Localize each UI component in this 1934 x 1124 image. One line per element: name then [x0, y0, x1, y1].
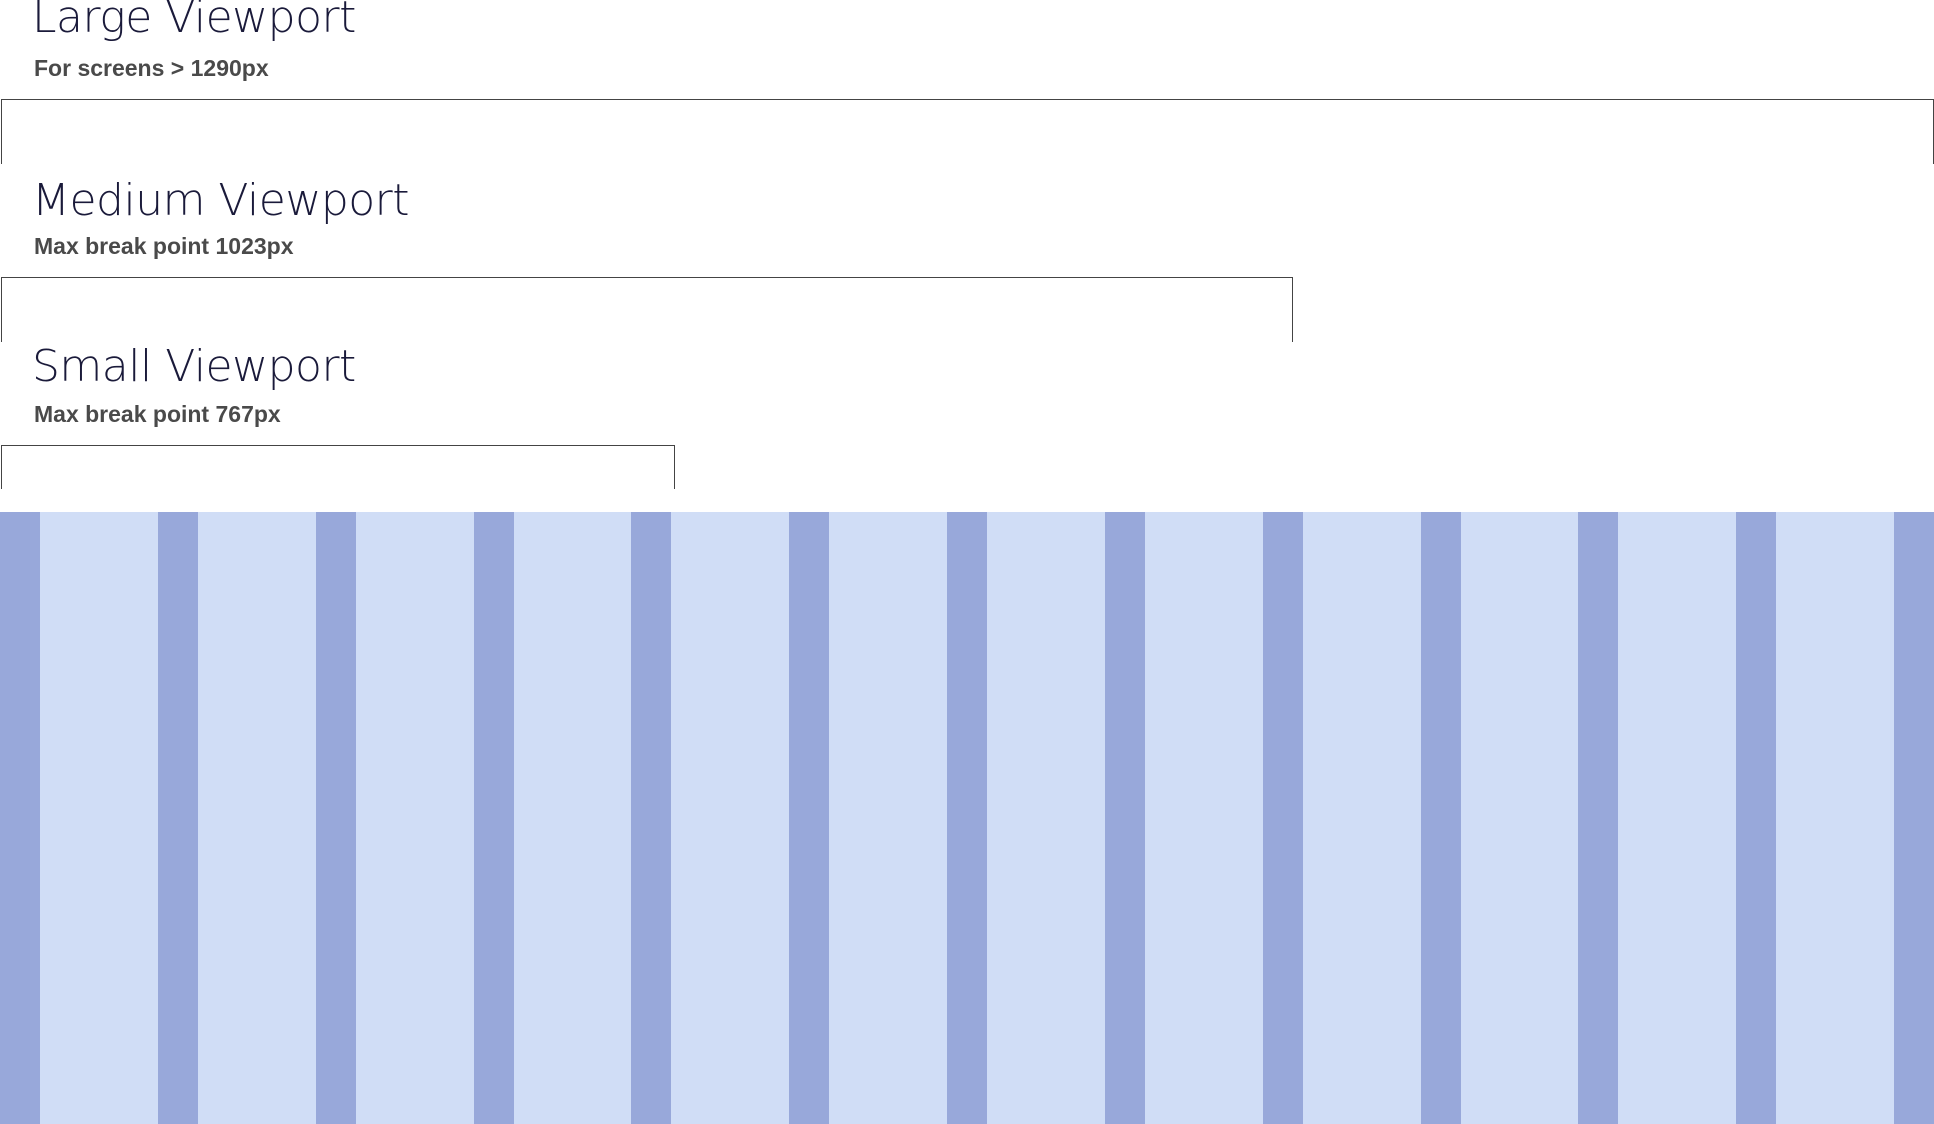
grid-gutter — [1105, 512, 1145, 1124]
large-viewport-subtitle: For screens > 1290px — [34, 55, 269, 81]
medium-viewport-bracket — [1, 277, 1293, 342]
column-grid — [0, 512, 1934, 1124]
large-viewport-bracket — [1, 99, 1934, 164]
medium-viewport-subtitle: Max break point 1023px — [34, 233, 294, 259]
grid-gutter — [0, 512, 40, 1124]
grid-gutter — [631, 512, 671, 1124]
grid-gutter — [1263, 512, 1303, 1124]
grid-gutter — [947, 512, 987, 1124]
grid-gutter — [1421, 512, 1461, 1124]
grid-gutter — [474, 512, 514, 1124]
small-viewport-bracket — [1, 445, 675, 489]
grid-gutter — [158, 512, 198, 1124]
grid-gutter — [789, 512, 829, 1124]
grid-gutter — [316, 512, 356, 1124]
large-viewport-title: Large Viewport — [32, 0, 356, 43]
grid-gutter — [1894, 512, 1934, 1124]
medium-viewport-title: Medium Viewport — [32, 175, 410, 226]
grid-gutter — [1578, 512, 1618, 1124]
small-viewport-title: Small Viewport — [32, 341, 356, 392]
grid-gutter — [1736, 512, 1776, 1124]
small-viewport-subtitle: Max break point 767px — [34, 401, 281, 427]
